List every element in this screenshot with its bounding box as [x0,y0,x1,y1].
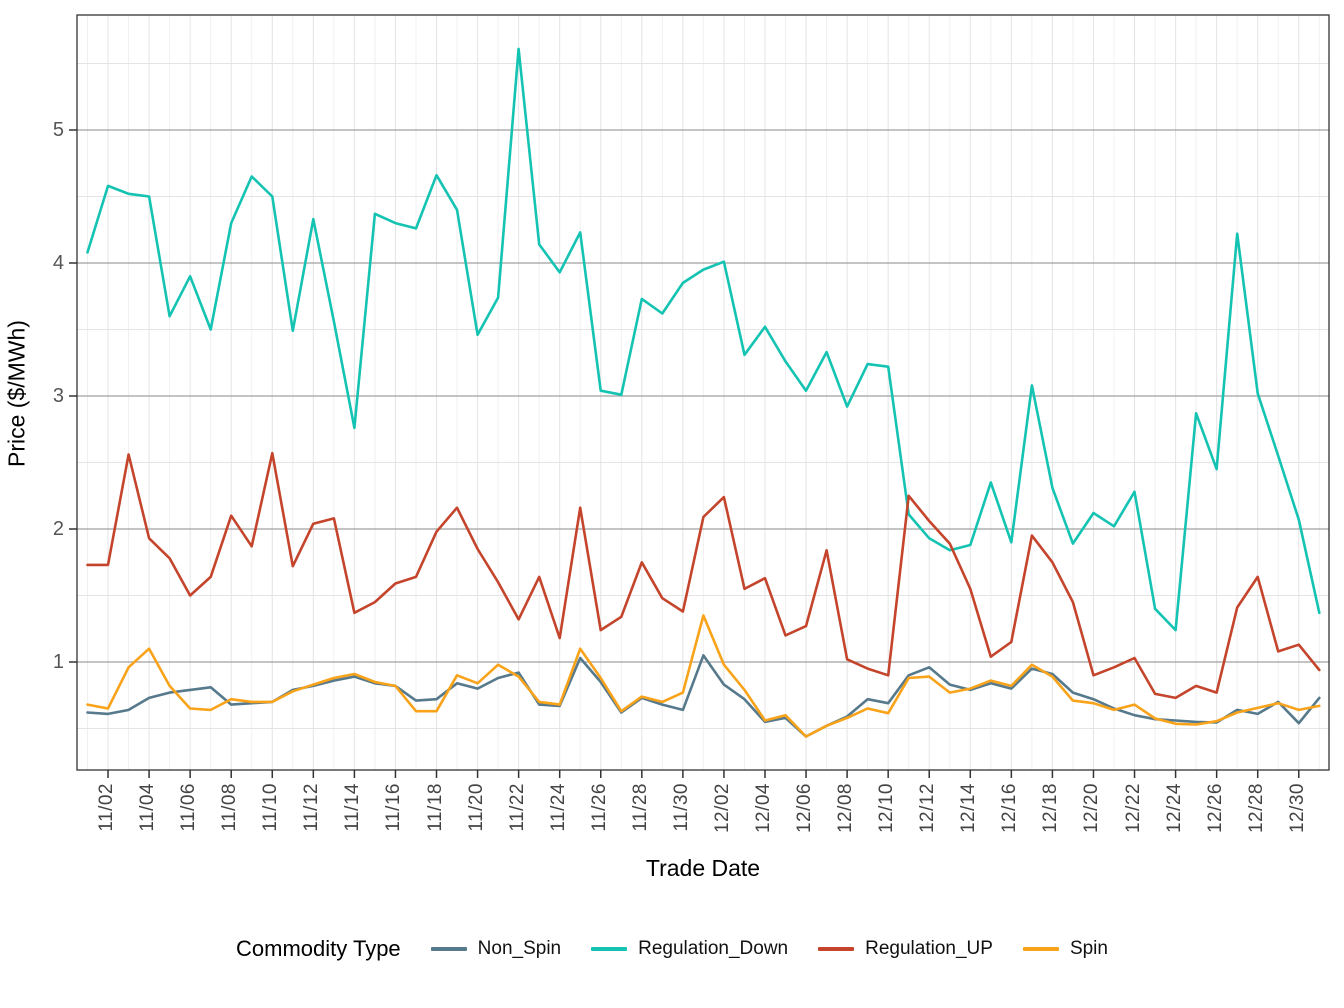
x-tick-label: 12/10 [876,783,898,834]
legend-item-Non_Spin: Non_Spin [430,938,562,960]
legend-key-Non_Spin [430,947,467,951]
x-tick-label: 11/28 [629,783,651,832]
x-tick-label: 12/02 [711,783,733,834]
x-tick-label: 12/04 [752,783,774,834]
series-line-Spin [86,614,1321,738]
y-tick-label: 1 [52,651,64,673]
x-tick-label: 12/28 [1245,783,1267,834]
x-tick-label: 11/18 [424,783,446,832]
legend-label: Regulation_Down [638,938,789,959]
legend-items: Non_Spin Regulation_Down Regulation_UP Spin [430,938,1108,960]
x-tick-label: 11/12 [301,783,323,832]
legend-key-Regulation_Down [591,947,628,951]
legend-label: Regulation_UP [865,938,993,959]
x-tick-label: 11/10 [260,783,282,832]
y-tick-label: 5 [52,119,64,141]
x-tick-label: 11/06 [178,783,200,832]
x-tick-label: 12/08 [835,783,857,834]
legend-label: Spin [1069,938,1108,959]
x-tick-label: 11/08 [219,783,241,832]
series-line-Regulation_Down [86,47,1321,632]
x-tick-label: 12/26 [1204,783,1226,834]
x-axis-title: Trade Date [645,855,761,881]
legend-key-Regulation_UP [818,947,855,951]
x-tick-label: 11/02 [96,783,118,832]
legend-item-Regulation_Down: Regulation_Down [591,938,788,960]
x-tick-label: 12/18 [1040,783,1062,834]
x-tick-label: 12/12 [917,783,939,834]
x-tick-label: 11/04 [137,783,159,832]
legend-item-Spin: Spin [1022,938,1108,960]
legend-title: Commodity Type [236,936,401,961]
x-tick-label: 11/24 [547,783,569,832]
x-tick-label: 11/14 [342,783,364,832]
x-tick-label: 12/22 [1122,783,1144,834]
x-tick-label: 11/22 [506,783,528,832]
legend: Commodity Type Non_Spin Regulation_Down Re… [0,936,1344,962]
y-tick-label: 3 [52,385,64,407]
x-tick-label: 11/30 [670,783,692,832]
series-line-Non_Spin [86,654,1321,738]
y-tick-label: 4 [52,252,64,274]
x-tick-label: 11/20 [465,783,487,832]
x-tick-label: 12/20 [1081,783,1103,834]
x-tick-label: 12/24 [1163,783,1185,834]
x-tick-label: 11/16 [383,783,405,832]
x-tick-label: 12/06 [794,783,816,834]
x-tick-label: 11/26 [588,783,610,832]
x-tick-label: 12/16 [999,783,1021,834]
legend-label: Non_Spin [477,938,562,959]
y-tick-label: 2 [52,518,64,540]
x-tick-label: 12/14 [958,783,980,834]
legend-item-Regulation_UP: Regulation_UP [818,938,993,960]
legend-key-Spin [1022,947,1059,951]
panel-border [76,14,1330,771]
series-line-Regulation_UP [86,451,1321,700]
x-tick-label: 12/30 [1286,783,1308,834]
